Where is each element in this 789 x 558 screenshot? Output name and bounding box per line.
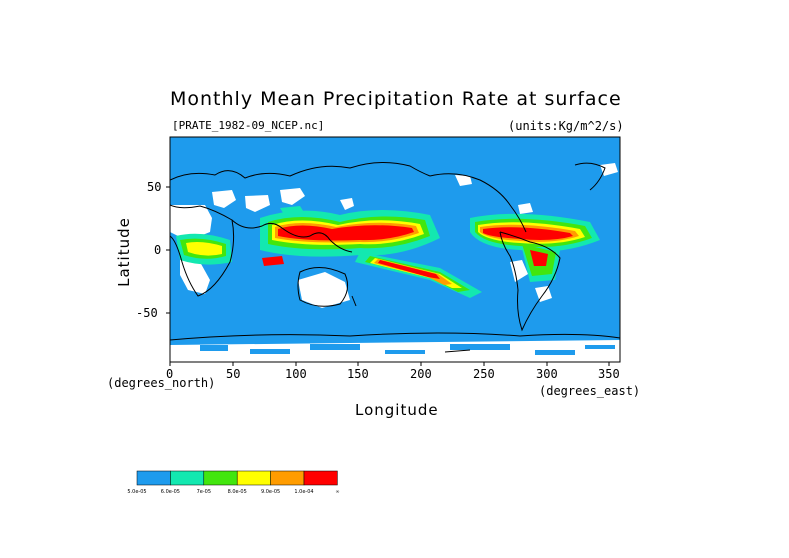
x-axis-label: Longitude [355,401,439,419]
legend-label: 6.0e-05 [161,489,180,495]
precip-band-red [262,225,573,279]
x-tick-label: 150 [347,367,369,381]
map-title: Monthly Mean Precipitation Rate at surfa… [170,88,622,110]
legend-swatch [236,470,271,486]
legend-swatch [203,470,238,486]
coastlines [170,162,620,353]
legend-swatch [303,470,338,486]
legend-label: ∞ [335,489,339,495]
legend-label: 5.0e-05 [127,489,146,495]
legend-swatch [136,470,171,486]
legend-swatch [170,470,205,486]
legend-label: 7e-05 [197,489,211,495]
y-tick-label: 50 [147,180,162,194]
x-tick-label: 250 [473,367,495,381]
legend-swatch [270,470,305,486]
x-tick-label: 0 [166,367,174,381]
y-tick-label: -50 [136,306,158,320]
x-axis-unit: (degrees_east) [539,384,641,398]
y-tick-label: 0 [154,243,162,257]
antarctic-gaps [200,344,615,355]
axis-ticks [166,186,610,366]
x-tick-label: 100 [285,367,307,381]
x-tick-label: 300 [536,367,558,381]
x-tick-label: 50 [226,367,241,381]
y-axis-unit: (degrees_north) [107,376,216,390]
x-tick-label: 350 [598,367,620,381]
file-label: [PRATE_1982-09_NCEP.nc] [172,119,325,132]
x-tick-label: 200 [410,367,432,381]
units-label: (units:Kg/m^2/s) [508,119,624,133]
legend-label: 1.0e-04 [294,489,313,495]
legend-label: 9.0e-05 [261,489,280,495]
legend-label: 8.0e-05 [228,489,247,495]
